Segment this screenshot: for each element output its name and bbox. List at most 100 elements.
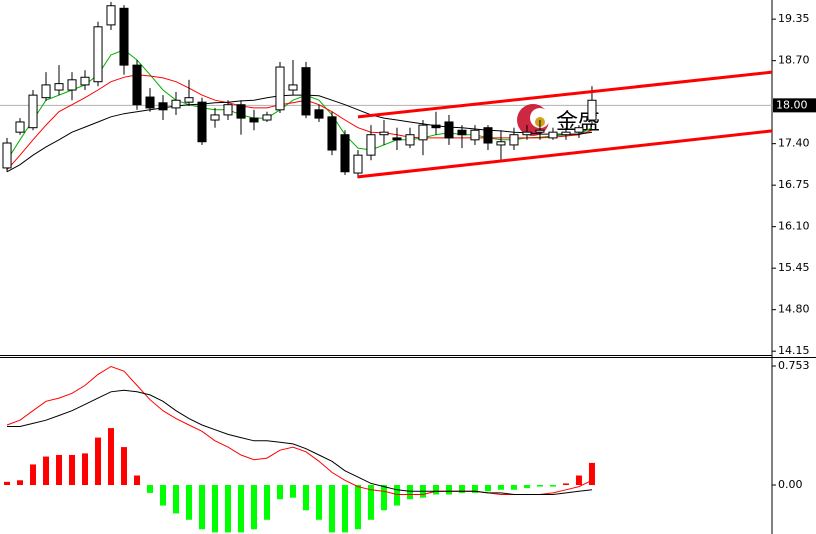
candle-body (197, 101, 207, 143)
candle-body (236, 104, 246, 119)
candle-body (132, 64, 142, 106)
candle-body (457, 129, 467, 136)
histogram-bar (250, 485, 257, 530)
candle-body (561, 131, 571, 136)
candle-body (145, 96, 155, 109)
histogram-bar (406, 485, 413, 500)
histogram-bar (212, 485, 219, 533)
histogram-bar (4, 481, 11, 486)
histogram-bar (445, 485, 452, 495)
candle-body (405, 134, 415, 146)
candle-body (587, 99, 597, 121)
candle-body (522, 131, 532, 136)
histogram-bar (575, 475, 582, 486)
y-tick-label: 16.75 (778, 178, 810, 191)
histogram-bar (484, 485, 491, 492)
histogram-bar (43, 456, 50, 486)
histogram-bar (134, 475, 141, 486)
candle-body (483, 127, 493, 144)
candle-body (301, 67, 311, 116)
candle-body (184, 97, 194, 103)
histogram-bar (432, 485, 439, 495)
channel-line (357, 70, 773, 119)
histogram-bar (497, 485, 504, 490)
candle-body (548, 131, 558, 139)
y-tick-label: 14.80 (778, 303, 810, 316)
candle-body (418, 124, 428, 141)
histogram-bar (147, 485, 154, 493)
candle-body (431, 124, 441, 129)
histogram-bar (108, 428, 115, 486)
candle-body (249, 117, 259, 123)
histogram-bar (471, 485, 478, 493)
channel-line (357, 129, 773, 179)
histogram-bar (237, 485, 244, 533)
moving-average (6, 94, 593, 173)
moving-average (6, 49, 593, 161)
histogram-bar (341, 485, 348, 533)
candle-body (171, 99, 181, 109)
histogram-bar (263, 485, 270, 520)
y-tick-label: 15.45 (778, 261, 810, 274)
histogram-bar (549, 485, 556, 487)
histogram-bar (536, 485, 543, 487)
histogram-bar (160, 485, 167, 506)
candle-body (509, 134, 519, 146)
candle-body (2, 142, 12, 169)
candle-body (314, 109, 324, 119)
histogram-bar (121, 447, 128, 486)
candle-body (392, 137, 402, 141)
histogram-bar (95, 437, 102, 486)
histogram-bar (458, 485, 465, 493)
histogram-bar (588, 462, 595, 486)
candle-body (15, 121, 25, 133)
histogram-bar (510, 485, 517, 490)
candle-body (223, 104, 233, 116)
histogram-bar (56, 454, 63, 486)
candle-body (470, 129, 480, 141)
candle-body (366, 134, 376, 156)
histogram-bar (315, 485, 322, 520)
macd-line (7, 389, 593, 495)
candle-body (93, 26, 103, 83)
histogram-bar (276, 485, 283, 500)
y-tick-label: 16.10 (778, 220, 810, 233)
candle-body (275, 66, 285, 111)
y-tick-label: 17.40 (778, 137, 810, 150)
candle-body (106, 5, 116, 26)
histogram-bar (523, 485, 530, 489)
histogram-bar (173, 485, 180, 514)
histogram-bar (82, 453, 89, 486)
last-price-label: 18.00 (776, 98, 808, 111)
candle-body (379, 131, 389, 136)
histogram-bar (302, 485, 309, 511)
candle-body (535, 129, 545, 133)
histogram-bar (393, 485, 400, 506)
candle-body (28, 94, 38, 129)
histogram-bar (367, 485, 374, 520)
candle-body (262, 114, 272, 121)
histogram-bar (328, 485, 335, 533)
y-tick-label: 18.70 (778, 54, 810, 67)
candle-body (288, 84, 298, 91)
candle-body (41, 84, 51, 99)
histogram-bar (380, 485, 387, 511)
y-tick-label: 0.00 (778, 478, 803, 491)
histogram-bar (30, 464, 37, 486)
candle-body (80, 76, 90, 86)
candle-body (210, 114, 220, 121)
histogram-bar (69, 454, 76, 486)
y-tick-label: 19.35 (778, 12, 810, 25)
candle-body (444, 121, 454, 139)
histogram-bar (354, 485, 361, 530)
candle-body (119, 7, 129, 66)
y-tick-label: 14.15 (778, 344, 810, 357)
y-tick-label: 0.753 (778, 359, 810, 372)
candle-body (67, 79, 77, 91)
candle-body (496, 141, 506, 146)
histogram-bar (199, 485, 206, 530)
histogram-bar (17, 480, 24, 486)
histogram-bar (562, 483, 569, 486)
